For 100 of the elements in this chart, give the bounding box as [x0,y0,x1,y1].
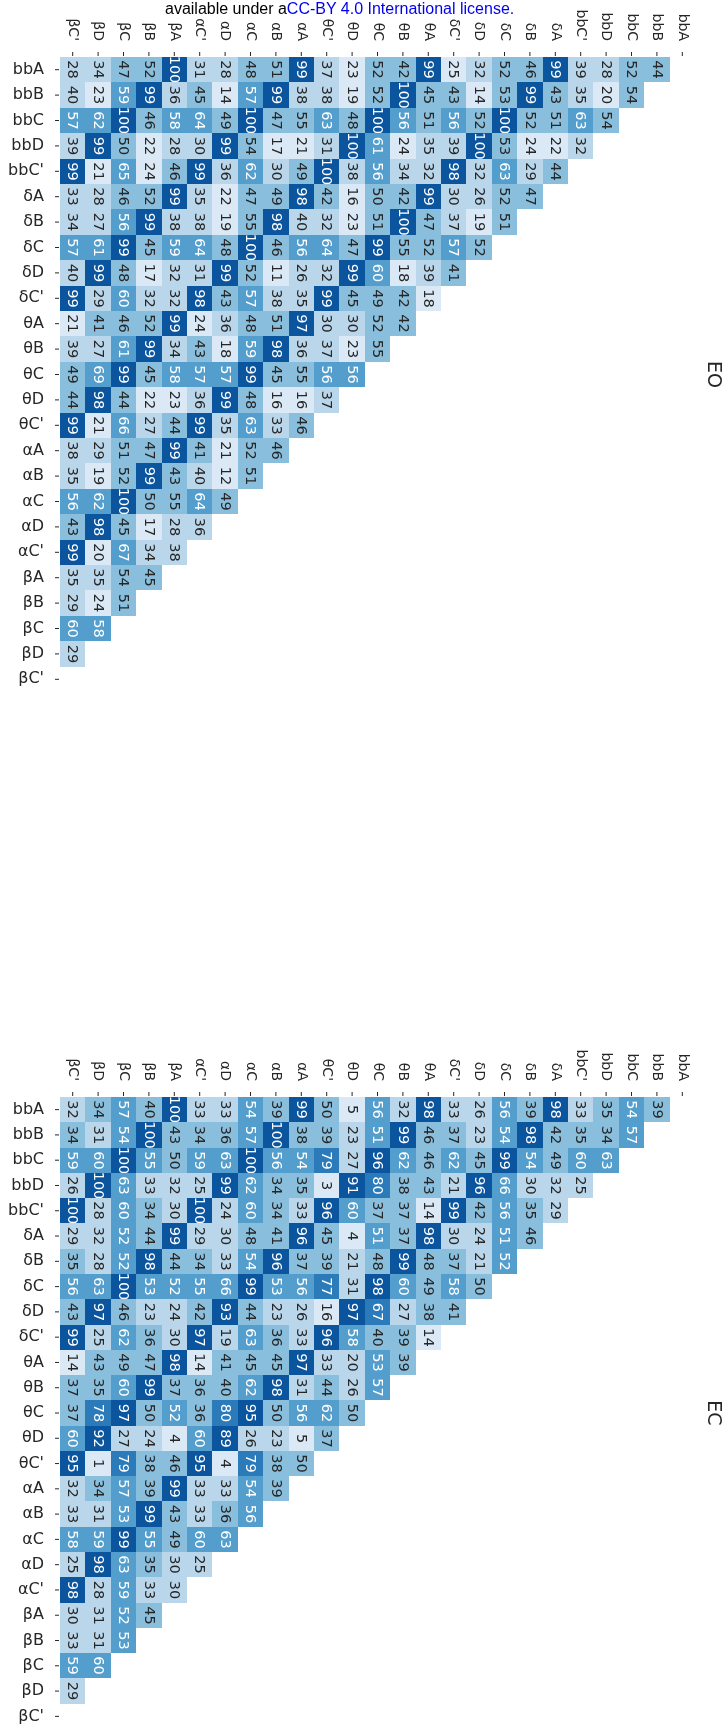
data-label: 63 [116,1555,133,1574]
data-label: 55 [141,1151,158,1170]
data-label: 98 [141,1252,158,1271]
data-label: 50 [294,1454,311,1473]
data-label: 34 [90,1100,107,1119]
data-label: 34 [192,1125,209,1145]
y-tick-label: δD [21,262,44,282]
data-label: 45 [268,365,285,384]
y-tick-label: αB [22,1503,44,1523]
x-tick-label: βA [167,22,184,42]
x-tick-label: bbA [675,1053,692,1082]
data-label: 33 [217,1479,234,1498]
data-label: 30 [446,187,463,206]
data-label: 45 [319,1226,336,1246]
data-label: 53 [370,1353,387,1372]
text: EC [704,1400,724,1426]
data-label: 63 [217,1151,234,1170]
data-label: 49 [217,111,234,130]
data-label: 49 [548,1151,565,1170]
data-label: 1 [90,1458,107,1469]
x-tick-label: δC [497,1062,514,1082]
data-label: 64 [192,492,209,511]
y-tick-label: αB [22,465,44,485]
data-label: 54 [243,136,260,156]
data-label: 49 [294,162,311,181]
data-label: 57 [192,365,209,384]
data-label: 60 [116,1378,133,1397]
y-tick-label: θD [21,389,44,409]
data-label: 97 [294,314,311,333]
data-label: 55 [294,365,311,384]
data-label: 45 [268,1353,285,1372]
data-label: 99 [370,238,387,257]
data-label: 40 [65,263,82,283]
data-label: 35 [65,466,82,486]
data-label: 99 [141,339,158,359]
y-tick-label: bbC [12,1149,44,1169]
data-label: 28 [90,1252,107,1271]
data-label: 98 [548,1100,565,1119]
data-label: 100 [116,1146,133,1175]
data-label: 99 [167,441,184,460]
data-label: 48 [421,1252,438,1271]
y-tick-label: αC [22,1528,44,1548]
x-tick-label: αA [294,1062,311,1082]
data-label: 64 [192,111,209,130]
data-label: 43 [192,339,209,359]
data-label: 60 [370,263,387,283]
x-tick-label: δC' [447,18,464,41]
data-label: 32 [471,60,488,79]
data-label: 14 [421,1201,438,1220]
data-label: 4 [344,1231,361,1241]
data-label: 34 [141,543,158,562]
x-tick-label: αC [243,1061,260,1082]
data-label: 99 [65,162,82,181]
data-label: 98 [90,1555,107,1574]
data-label: 99 [217,136,234,156]
data-label: 32 [65,1479,82,1498]
data-label: 14 [421,1328,438,1347]
data-label: 18 [395,263,412,283]
data-label: 38 [319,85,336,105]
data-label: 56 [497,1201,514,1220]
data-label: 99 [294,1100,311,1119]
data-label: 34 [395,162,412,181]
y-tick-label: bbB [12,84,44,104]
data-label: 51 [370,1226,387,1246]
data-label: 56 [370,162,387,181]
y-tick-label: αC' [17,541,44,561]
data-label: 50 [141,492,158,511]
data-label: 46 [116,1302,133,1322]
data-label: 46 [116,187,133,206]
data-label: 100 [471,132,488,160]
data-label: 54 [522,1151,539,1170]
data-label: 56 [294,1403,311,1423]
data-label: 16 [319,1302,336,1322]
data-label: 53 [141,1277,158,1296]
data-label: 21 [90,162,107,181]
data-label: 48 [243,314,260,333]
data-label: 56 [294,238,311,257]
data-label: 31 [90,1631,107,1650]
data-label: 29 [548,1201,565,1220]
data-label: 37 [319,339,336,359]
data-label: 55 [243,212,260,232]
data-label: 36 [192,1403,209,1423]
x-tick-label: bbC [624,13,641,42]
data-label: 50 [116,136,133,156]
data-label: 45 [141,1606,158,1625]
x-tick-label: θA [421,1062,438,1082]
data-label: 55 [192,1277,209,1296]
data-label: 36 [217,314,234,333]
data-label: 100 [497,106,514,135]
data-label: 44 [319,1378,336,1397]
data-label: 42 [395,289,412,308]
data-label: 35 [192,187,209,206]
data-label: 54 [116,568,133,587]
data-label: 28 [90,1201,107,1220]
data-label: 56 [268,1151,285,1170]
y-tick-label: βC' [18,1705,44,1725]
data-label: 11 [268,263,285,283]
data-label: 49 [116,1353,133,1372]
data-label: 23 [344,339,361,359]
y-tick-label: bbD [11,135,44,155]
